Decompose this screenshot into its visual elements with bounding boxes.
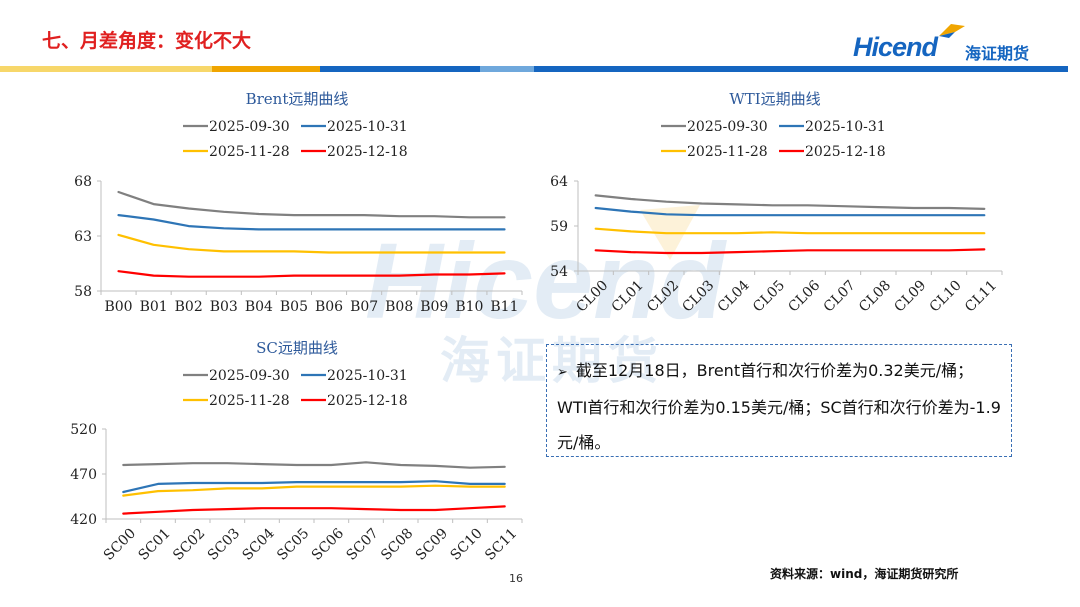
legend-label: 2025-10-31: [327, 119, 408, 135]
x-tick-label: CL04: [715, 277, 753, 315]
chart-1: WTI远期曲线 2025-09-30 2025-10-31 2025-11-28 202…: [550, 90, 1003, 316]
note-bullet-icon: ➢: [557, 365, 568, 380]
x-tick-label: CL09: [891, 277, 929, 315]
x-tick-label: B01: [140, 299, 168, 315]
x-tick-label: CL05: [750, 277, 788, 315]
series-line-2025-12-18: [594, 248, 986, 255]
x-tick-label: B05: [280, 299, 308, 315]
chart-title: Brent远期曲线: [246, 90, 349, 108]
legend-label: 2025-09-30: [687, 119, 768, 135]
page-number: 16: [509, 572, 523, 585]
series-line-2025-10-31: [122, 480, 506, 494]
x-tick-label: SC05: [274, 525, 312, 563]
x-tick-label: SC09: [413, 525, 451, 563]
x-tick-label: CL02: [644, 277, 682, 315]
legend-label: 2025-12-18: [327, 144, 408, 160]
series-line-2025-09-30: [122, 461, 506, 469]
x-tick-label: SC01: [135, 525, 173, 563]
chart-title: SC远期曲线: [256, 339, 338, 357]
x-tick-label: B00: [104, 299, 132, 315]
x-tick-label: SC08: [378, 525, 416, 563]
legend-label: 2025-10-31: [805, 119, 886, 135]
logo-chinese-name: 海证期货: [965, 44, 1030, 63]
x-tick-label: SC02: [170, 525, 208, 563]
chart-0: Brent远期曲线 2025-09-30 2025-10-31 2025-11-28 2…: [74, 90, 523, 315]
x-tick-label: CL11: [962, 277, 1000, 315]
legend-label: 2025-09-30: [209, 368, 290, 384]
header-stripe-1: [0, 66, 212, 72]
legend-label: 2025-11-28: [687, 144, 768, 160]
x-tick-label: CL08: [856, 277, 894, 315]
legend-label: 2025-10-31: [327, 368, 408, 384]
legend-label: 2025-11-28: [209, 144, 290, 160]
y-tick-label: 63: [74, 229, 92, 245]
series-line-2025-10-31: [117, 214, 506, 231]
x-tick-label: B04: [245, 299, 273, 315]
x-tick-label: SC10: [447, 525, 485, 563]
x-tick-label: B08: [385, 299, 413, 315]
series-line-2025-09-30: [594, 194, 986, 210]
series-line-2025-11-28: [117, 233, 506, 254]
note-box: ➢ 截至12月18日，Brent首行和次行价差为0.32美元/桶；WTI首行和次行…: [546, 344, 1012, 457]
source-note: 资料来源：wind，海证期货研究所: [770, 567, 959, 581]
x-tick-label: SC11: [482, 525, 520, 563]
y-tick-label: 470: [70, 467, 97, 483]
x-tick-label: B06: [315, 299, 343, 315]
y-tick-label: 520: [70, 422, 97, 438]
x-tick-label: B02: [175, 299, 203, 315]
series-line-2025-09-30: [117, 190, 506, 219]
x-tick-label: CL03: [679, 277, 717, 315]
logo-flag-icon: [939, 24, 965, 38]
x-tick-label: SC07: [343, 525, 381, 563]
y-tick-label: 64: [550, 174, 568, 190]
header-stripe-2: [212, 66, 320, 72]
header-stripe-4: [480, 66, 534, 72]
legend-label: 2025-11-28: [209, 393, 290, 409]
x-tick-label: CL07: [821, 277, 859, 315]
y-tick-label: 58: [74, 284, 92, 300]
note-text: 截至12月18日，Brent首行和次行价差为0.32美元/桶；WTI首行和次行价…: [557, 361, 1001, 452]
y-tick-label: 54: [550, 264, 568, 280]
x-tick-label: B11: [490, 299, 518, 315]
x-tick-label: CL10: [927, 277, 965, 315]
y-tick-label: 68: [74, 174, 92, 190]
x-tick-label: CL01: [609, 277, 647, 315]
x-tick-label: SC06: [309, 525, 347, 563]
series-line-2025-10-31: [594, 206, 986, 217]
series-line-2025-12-18: [117, 270, 506, 278]
legend-label: 2025-09-30: [209, 119, 290, 135]
chart-2: SC远期曲线 2025-09-30 2025-10-31 2025-11-28 2025…: [70, 339, 523, 564]
y-tick-label: 59: [550, 219, 568, 235]
x-tick-label: SC04: [239, 525, 277, 563]
x-tick-label: SC00: [101, 525, 139, 563]
x-tick-label: B07: [350, 299, 378, 315]
x-tick-label: B09: [420, 299, 448, 315]
series-line-2025-11-28: [594, 227, 986, 235]
chart-title: WTI远期曲线: [729, 90, 820, 108]
x-tick-label: B03: [210, 299, 238, 315]
header-stripe-3: [320, 66, 480, 72]
series-line-2025-12-18: [122, 505, 506, 515]
slide-title: 七、月差角度：变化不大: [42, 30, 252, 52]
x-tick-label: CL06: [785, 277, 823, 315]
logo-wordmark: Hicend: [853, 32, 938, 62]
x-tick-label: SC03: [205, 525, 243, 563]
x-tick-label: B10: [455, 299, 483, 315]
y-tick-label: 420: [70, 512, 97, 528]
header-stripe-5: [534, 66, 1068, 72]
x-tick-label: CL00: [573, 277, 611, 315]
series-line-2025-11-28: [122, 484, 506, 497]
legend-label: 2025-12-18: [805, 144, 886, 160]
legend-label: 2025-12-18: [327, 393, 408, 409]
